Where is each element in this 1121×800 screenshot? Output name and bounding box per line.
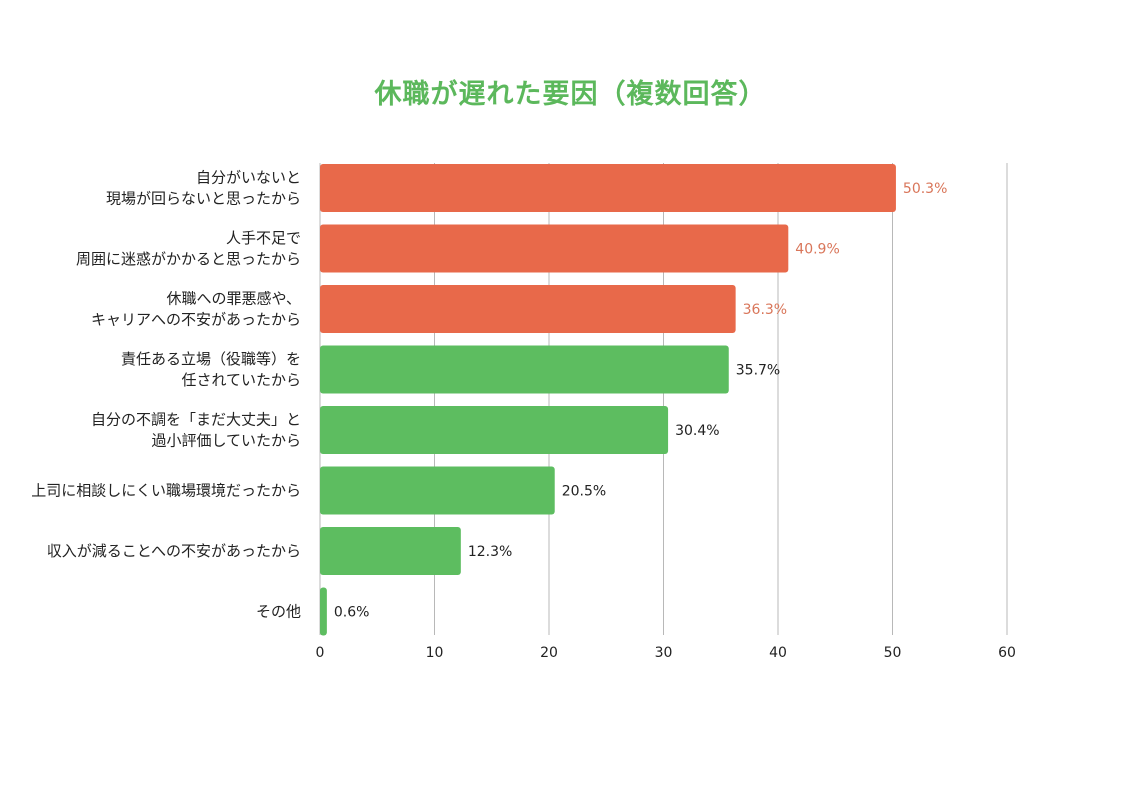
category-label: 周囲に迷惑がかかると思ったから	[76, 250, 301, 268]
bar	[320, 406, 669, 454]
category-label: キャリアへの不安があったから	[91, 311, 301, 329]
category-label: 現場が回らないと思ったから	[106, 190, 301, 208]
value-labels: 50.3% 40.9% 36.3% 35.7% 30.4% 20.5% 12.3% 0.6%	[334, 181, 948, 621]
bar	[320, 466, 555, 515]
category-label: 人手不足で	[226, 229, 301, 247]
x-tick-label: 20	[540, 645, 558, 661]
data-label: 36.3%	[743, 302, 787, 318]
x-tick-label: 60	[998, 645, 1016, 661]
bar	[320, 285, 736, 333]
category-label: 上司に相談しにくい職場環境だったから	[31, 482, 301, 500]
bar	[320, 527, 461, 575]
category-label: 自分の不調を「まだ大丈夫」と	[91, 411, 301, 429]
category-labels: 自分がいないと現場が回らないと思ったから人手不足で周囲に迷惑がかかると思ったから…	[31, 169, 301, 621]
x-tick-label: 50	[884, 645, 902, 661]
category-label: 任されていたから	[181, 371, 301, 389]
bars	[320, 164, 896, 636]
category-label: 自分がいないと	[196, 169, 301, 187]
category-label: 休職への罪悪感や、	[166, 290, 301, 308]
data-label: 12.3%	[468, 544, 512, 560]
chart-title: 休職が遅れた要因（複数回答）	[374, 79, 767, 110]
bar	[320, 164, 896, 212]
bar	[320, 224, 789, 273]
x-axis-ticks: 0 10 20 30 40 50 60	[316, 645, 1016, 661]
x-tick-label: 40	[769, 645, 787, 661]
x-tick-label: 0	[316, 645, 325, 661]
x-tick-label: 10	[426, 645, 444, 661]
category-label: 収入が減ることへの不安があったから	[47, 542, 301, 560]
category-label: 責任ある立場（役職等）を	[121, 350, 301, 368]
data-label: 50.3%	[903, 181, 947, 197]
data-label: 0.6%	[334, 605, 370, 621]
bar	[320, 345, 729, 394]
category-label: その他	[256, 603, 301, 621]
category-label: 過小評価していたから	[151, 432, 301, 450]
x-tick-label: 30	[655, 645, 673, 661]
data-label: 30.4%	[675, 423, 719, 439]
data-label: 20.5%	[562, 484, 606, 500]
data-label: 40.9%	[795, 242, 839, 258]
data-label: 35.7%	[736, 363, 780, 379]
bar	[320, 587, 327, 636]
